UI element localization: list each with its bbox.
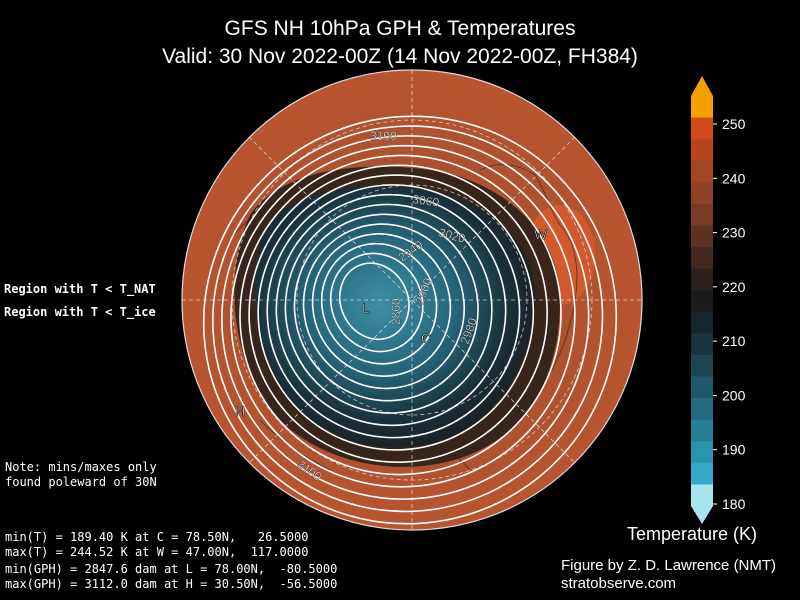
legend-nat: Region with T < T_NAT [4, 282, 156, 296]
colorbar-max-arrow [691, 76, 713, 96]
gph-contour [302, 223, 466, 390]
contour-label-3100-top: 3100 [370, 129, 397, 143]
colorbar-segment [691, 290, 713, 313]
colorbar-segment [691, 225, 713, 248]
gph-contour [239, 154, 562, 476]
colorbar-segment [691, 96, 713, 119]
colorbar-tick-label: 210 [722, 333, 746, 349]
colorbar-segment [691, 268, 713, 291]
credit-site: stratobserve.com [561, 575, 677, 592]
note-line-1: Note: mins/maxes only [5, 460, 157, 474]
colorbar-segment [691, 333, 713, 356]
gph-contour [329, 252, 424, 353]
gph-contour [221, 135, 590, 500]
gph-contour [211, 125, 604, 513]
chart-title: GFS NH 10hPa GPH & Temperatures [224, 17, 576, 40]
map-border [181, 69, 643, 531]
colorbar-tick-label: 190 [722, 442, 746, 458]
colorbar-segment [691, 311, 713, 334]
parallel-60 [296, 184, 528, 416]
gph-contour [320, 242, 438, 365]
gph-contour [311, 233, 452, 377]
colorbar-segment [691, 247, 713, 270]
colorbar-segment [691, 117, 713, 140]
contour-label-3060: 3060 [412, 192, 441, 210]
colorbar-segment [691, 203, 713, 226]
stat-max-gph: max(GPH) = 3112.0 dam at H = 30.50N, -56… [5, 577, 338, 591]
gph-contour [230, 144, 576, 488]
colorbar-segment [691, 484, 713, 507]
colorbar-tick-label: 230 [722, 225, 746, 241]
chart-subtitle: Valid: 30 Nov 2022-00Z (14 Nov 2022-00Z,… [162, 45, 638, 68]
colorbar-segment [691, 419, 713, 442]
gph-contour [266, 184, 521, 439]
contour-label-2860: 2860 [389, 298, 403, 325]
marker-H: H [235, 403, 245, 419]
colorbar-segment [691, 376, 713, 399]
legend-ice: Region with T < T_ice [4, 305, 156, 319]
gph-contour [257, 174, 535, 451]
marker-W: W [534, 226, 548, 242]
gph-contour [275, 193, 507, 427]
contour-label-3020: 3020 [437, 225, 467, 246]
colorbar-segment [691, 354, 713, 378]
gph-contour [338, 262, 410, 341]
colorbar: 250 240 230 220 210 200 190 180 [691, 76, 746, 524]
colorbar-segment [691, 398, 713, 421]
gph-contour [202, 115, 618, 525]
colorbar-tick-label: 250 [722, 116, 746, 132]
gph-contour [284, 203, 493, 414]
colorbar-segment [691, 160, 713, 183]
coastline [229, 164, 578, 471]
parallel-30 [231, 119, 593, 481]
stat-min-t: min(T) = 189.40 K at C = 78.50N, 26.5000 [5, 530, 309, 544]
stat-max-t: max(T) = 244.52 K at W = 47.00N, 117.000… [5, 545, 309, 559]
colorbar-tick-label: 200 [722, 387, 746, 403]
gph-contour [248, 164, 548, 464]
stat-min-gph: min(GPH) = 2847.6 dam at L = 78.00N, -80… [5, 562, 338, 576]
colorbar-tick-label: 180 [722, 496, 746, 512]
marker-L: L [362, 300, 370, 316]
credit-author: Figure by Z. D. Lawrence (NMT) [561, 557, 777, 574]
note-line-2: found poleward of 30N [5, 475, 157, 489]
colorbar-segment [691, 462, 713, 485]
gph-contour [293, 213, 479, 402]
colorbar-title: Temperature (K) [627, 524, 758, 544]
colorbar-tick-label: 220 [722, 279, 746, 295]
colorbar-segment [691, 182, 713, 205]
colorbar-tick-label: 240 [722, 170, 746, 186]
marker-C: C [421, 330, 431, 346]
colorbar-segment [691, 139, 713, 162]
colorbar-segment [691, 441, 713, 464]
colorbar-min-arrow [691, 506, 713, 524]
